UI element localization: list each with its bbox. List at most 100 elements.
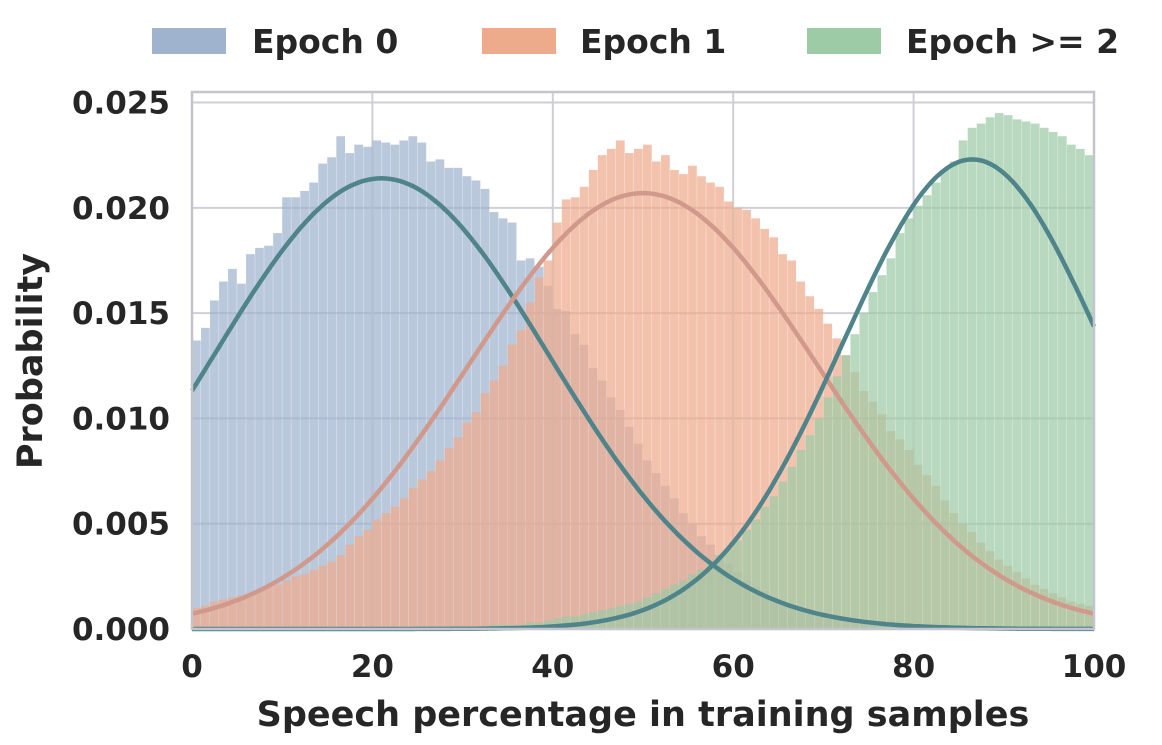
legend-label-epoch-1: Epoch 1 xyxy=(580,22,726,61)
bar-series-0 xyxy=(453,167,463,629)
bar-series-2 xyxy=(733,540,742,629)
bar-series-1 xyxy=(219,599,228,629)
bar-series-1 xyxy=(643,144,652,629)
bar-series-2 xyxy=(796,450,806,629)
fit-curve-series-1 xyxy=(191,190,1095,616)
bar-series-2 xyxy=(832,376,842,629)
bar-series-1 xyxy=(661,155,670,630)
bar-series-2 xyxy=(643,597,652,629)
bar-series-1 xyxy=(381,513,391,629)
bar-series-0 xyxy=(345,153,355,629)
bar-series-1 xyxy=(273,584,282,629)
bar-series-2 xyxy=(895,233,905,629)
bar-series-2 xyxy=(823,397,833,629)
bar-series-1 xyxy=(354,536,364,629)
bar-series-0 xyxy=(372,140,382,629)
x-tick-label: 20 xyxy=(351,649,394,685)
bar-series-1 xyxy=(516,329,526,629)
bar-series-1 xyxy=(390,506,400,629)
bar-series-0 xyxy=(471,180,481,629)
bar-series-2 xyxy=(1075,148,1085,629)
bar-series-1 xyxy=(300,574,309,629)
bar-series-2 xyxy=(552,618,562,629)
fit-curve-series-0 xyxy=(190,176,1094,632)
bar-series-2 xyxy=(931,182,941,629)
bar-series-0 xyxy=(210,300,219,629)
bar-series-2 xyxy=(859,313,869,629)
legend-swatch-epoch-1 xyxy=(482,28,556,54)
bar-series-2 xyxy=(688,574,697,629)
bar-series-1 xyxy=(742,209,751,629)
bar-series-1 xyxy=(255,591,264,629)
bar-series-2 xyxy=(913,205,923,629)
bar-series-1 xyxy=(760,228,769,629)
bar-series-0 xyxy=(354,144,364,629)
bar-series-1 xyxy=(751,218,760,629)
bar-series-2 xyxy=(1030,123,1040,630)
bar-series-1 xyxy=(588,169,598,629)
bar-series-1 xyxy=(246,593,255,629)
bar-series-1 xyxy=(606,148,616,629)
bar-series-2 xyxy=(679,580,688,629)
bar-series-1 xyxy=(624,153,634,629)
bar-series-1 xyxy=(228,597,237,629)
bar-series-1 xyxy=(327,561,337,629)
bar-series-2 xyxy=(922,195,932,629)
bar-series-0 xyxy=(408,136,418,630)
bar-series-2 xyxy=(1021,121,1031,629)
bar-series-2 xyxy=(751,519,760,629)
bar-series-1 xyxy=(543,260,553,629)
legend: Epoch 0 Epoch 1 Epoch >= 2 xyxy=(152,22,1119,61)
bar-series-0 xyxy=(201,327,210,629)
bar-series-1 xyxy=(462,422,472,629)
bar-series-1 xyxy=(237,595,246,629)
bar-series-1 xyxy=(480,393,490,629)
bar-series-1 xyxy=(363,530,373,629)
bar-series-1 xyxy=(688,165,697,630)
bar-series-0 xyxy=(435,159,445,629)
bar-series-0 xyxy=(318,163,327,629)
bar-series-2 xyxy=(769,496,778,629)
bar-series-2 xyxy=(1084,155,1094,630)
y-tick-label: 0.015 xyxy=(72,296,170,332)
bar-series-1 xyxy=(372,519,382,629)
bar-series-2 xyxy=(850,334,860,629)
bar-series-0 xyxy=(228,268,237,629)
bar-series-1 xyxy=(210,601,219,629)
bar-series-1 xyxy=(597,155,607,630)
bar-series-1 xyxy=(453,437,463,629)
bar-series-1 xyxy=(724,201,733,629)
bar-series-1 xyxy=(679,174,688,630)
bar-series-2 xyxy=(561,616,571,629)
bar-series-1 xyxy=(489,380,499,629)
bar-series-0 xyxy=(255,247,264,629)
bar-series-2 xyxy=(904,218,914,629)
bar-series-1 xyxy=(264,586,273,629)
bar-series-0 xyxy=(462,176,472,629)
bar-series-2 xyxy=(958,140,968,629)
x-tick-label: 0 xyxy=(181,649,203,685)
y-tick-label: 0.000 xyxy=(72,612,170,648)
bar-series-0 xyxy=(426,161,436,629)
bar-series-0 xyxy=(282,197,291,629)
bar-series-2 xyxy=(697,570,706,629)
bar-series-2 xyxy=(949,161,959,629)
bar-series-1 xyxy=(534,277,544,629)
bar-series-1 xyxy=(507,344,517,629)
bar-series-1 xyxy=(552,222,562,630)
y-tick-label: 0.020 xyxy=(72,191,170,227)
bar-series-1 xyxy=(471,412,481,629)
bar-series-2 xyxy=(985,117,995,629)
bar-series-2 xyxy=(670,584,679,629)
bar-series-0 xyxy=(363,146,373,630)
x-tick-label: 100 xyxy=(1062,649,1127,685)
bar-series-1 xyxy=(435,460,445,629)
bar-series-0 xyxy=(219,281,228,629)
legend-label-epoch-2: Epoch >= 2 xyxy=(906,22,1119,61)
bar-series-2 xyxy=(715,555,724,629)
bar-series-2 xyxy=(1057,136,1067,630)
bar-series-1 xyxy=(561,199,571,629)
bar-series-1 xyxy=(633,148,643,629)
bar-series-2 xyxy=(778,481,788,629)
